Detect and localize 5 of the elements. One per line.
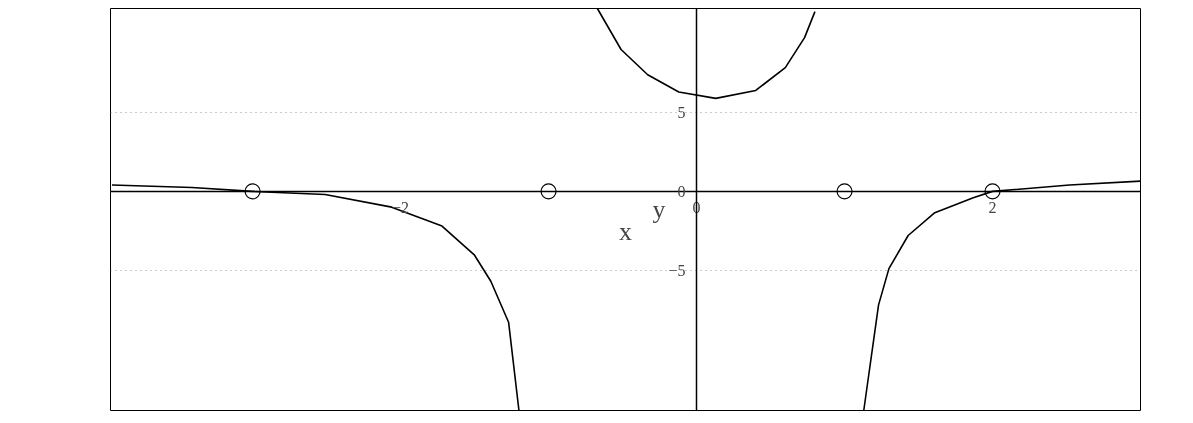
y-axis-title: y — [652, 195, 666, 224]
x-axis-title: x — [619, 216, 632, 246]
x-tick-label: 2 — [988, 199, 997, 217]
y-tick-label: −5 — [668, 261, 686, 279]
y-tick-label: 5 — [677, 104, 686, 122]
